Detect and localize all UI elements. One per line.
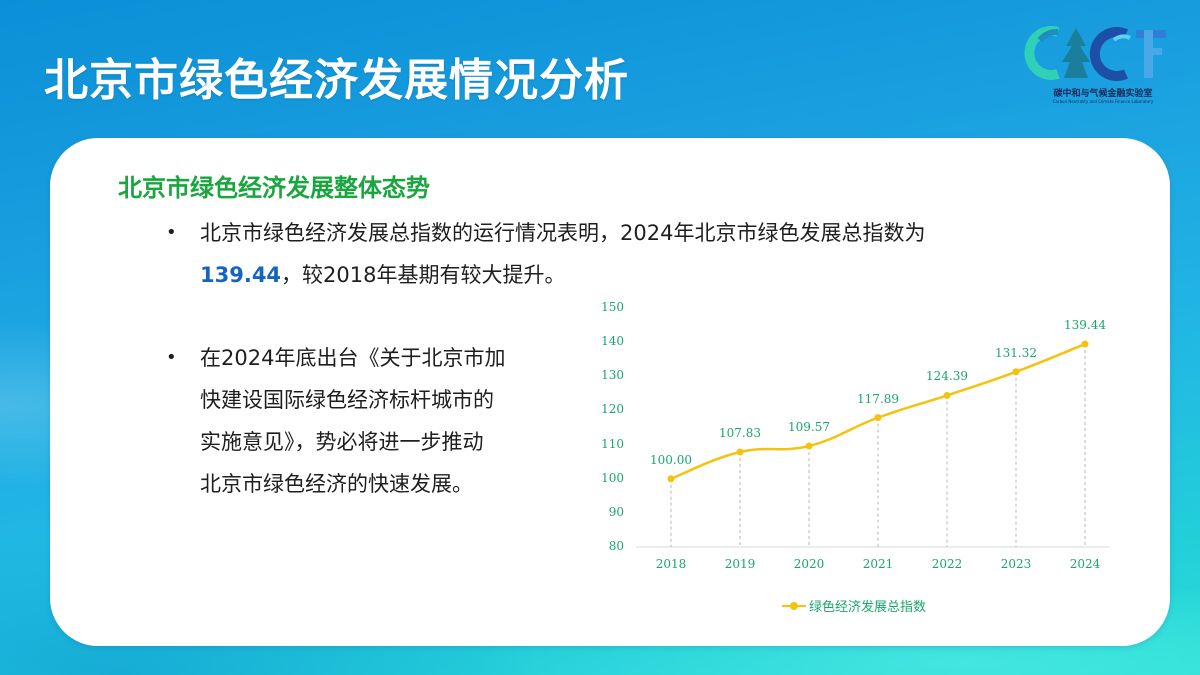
data-value-label: 107.83	[719, 425, 761, 440]
data-point-marker	[667, 475, 675, 483]
chart-plot-area	[636, 340, 1110, 548]
data-point-marker	[874, 414, 882, 422]
data-point-marker	[805, 442, 813, 450]
bullet-summary-line1: 北京市绿色经济发展总指数的运行情况表明，2024年北京市绿色发展总指数为	[200, 221, 926, 245]
data-value-label: 131.32	[995, 345, 1037, 360]
y-tick-label: 120	[601, 402, 624, 417]
y-tick-label: 150	[601, 300, 624, 314]
series-line	[670, 342, 1086, 480]
bullet-summary: • 北京市绿色经济发展总指数的运行情况表明，2024年北京市绿色发展总指数为 1…	[166, 212, 1100, 296]
content-card	[50, 138, 1170, 646]
y-tick-label: 80	[608, 539, 624, 553]
x-tick-label: 2021	[862, 557, 894, 571]
bullet-policy-line: 在2024年底出台《关于北京市加	[200, 346, 506, 370]
lab-logo: 碳中和与气候金融实验室 Carbon Neutrality and Climat…	[1018, 20, 1188, 116]
data-value-label: 117.89	[857, 391, 899, 406]
section-title: 北京市绿色经济发展整体态势	[118, 174, 430, 202]
logo-caption: 碳中和与气候金融实验室	[1053, 89, 1153, 99]
logo-subcaption: Carbon Neutrality and Climate Finance La…	[1052, 99, 1154, 104]
cncf-logo-icon	[1024, 26, 1166, 81]
x-tick-label: 2024	[1069, 557, 1101, 571]
y-tick-label: 110	[601, 436, 624, 451]
x-tick-label: 2022	[931, 557, 963, 571]
legend-label: 绿色经济发展总指数	[809, 600, 927, 615]
data-value-label: 109.57	[788, 420, 830, 435]
line-chart: 150 140 130 120 110 100 90 80 2018 2019 2020 2021 2…	[590, 295, 1110, 625]
data-point-marker	[1012, 368, 1020, 376]
x-tick-label: 2023	[1000, 557, 1032, 571]
data-value-label: 100.00	[650, 452, 692, 467]
x-tick-label: 2018	[655, 557, 687, 571]
bullet-policy-line: 北京市绿色经济的快速发展。	[200, 472, 473, 496]
bullet-policy-line: 实施意见》，势必将进一步推动	[200, 430, 484, 454]
data-point-marker	[1081, 340, 1089, 348]
y-tick-label: 90	[608, 504, 624, 519]
bullet-dot: •	[166, 347, 177, 368]
bullet-summary-rest: ，较2018年基期有较大提升。	[281, 263, 566, 287]
bullet-dot: •	[166, 222, 177, 243]
data-value-label: 124.39	[926, 369, 968, 384]
y-tick-label: 100	[601, 470, 624, 485]
chart-legend: 绿色经济发展总指数	[782, 596, 926, 615]
bullet-policy: • 在2024年底出台《关于北京市加 快建设国际绿色经济标杆城市的 实施意见》，…	[166, 337, 580, 505]
y-tick-label: 130	[601, 368, 624, 383]
y-tick-label: 140	[601, 334, 624, 349]
bullet-summary-line2: 139.44，较2018年基期有较大提升。	[200, 254, 1100, 296]
legend-line-marker-icon	[782, 601, 806, 611]
data-point-marker	[943, 391, 951, 399]
x-tick-label: 2019	[724, 557, 756, 571]
data-point-marker	[736, 448, 744, 456]
x-tick-label: 2020	[793, 557, 825, 571]
page-title: 北京市绿色经济发展情况分析	[44, 55, 629, 106]
bullet-policy-line: 快建设国际绿色经济标杆城市的	[200, 388, 494, 412]
data-value-label: 139.44	[1064, 318, 1106, 333]
highlight-value: 139.44	[200, 263, 282, 287]
